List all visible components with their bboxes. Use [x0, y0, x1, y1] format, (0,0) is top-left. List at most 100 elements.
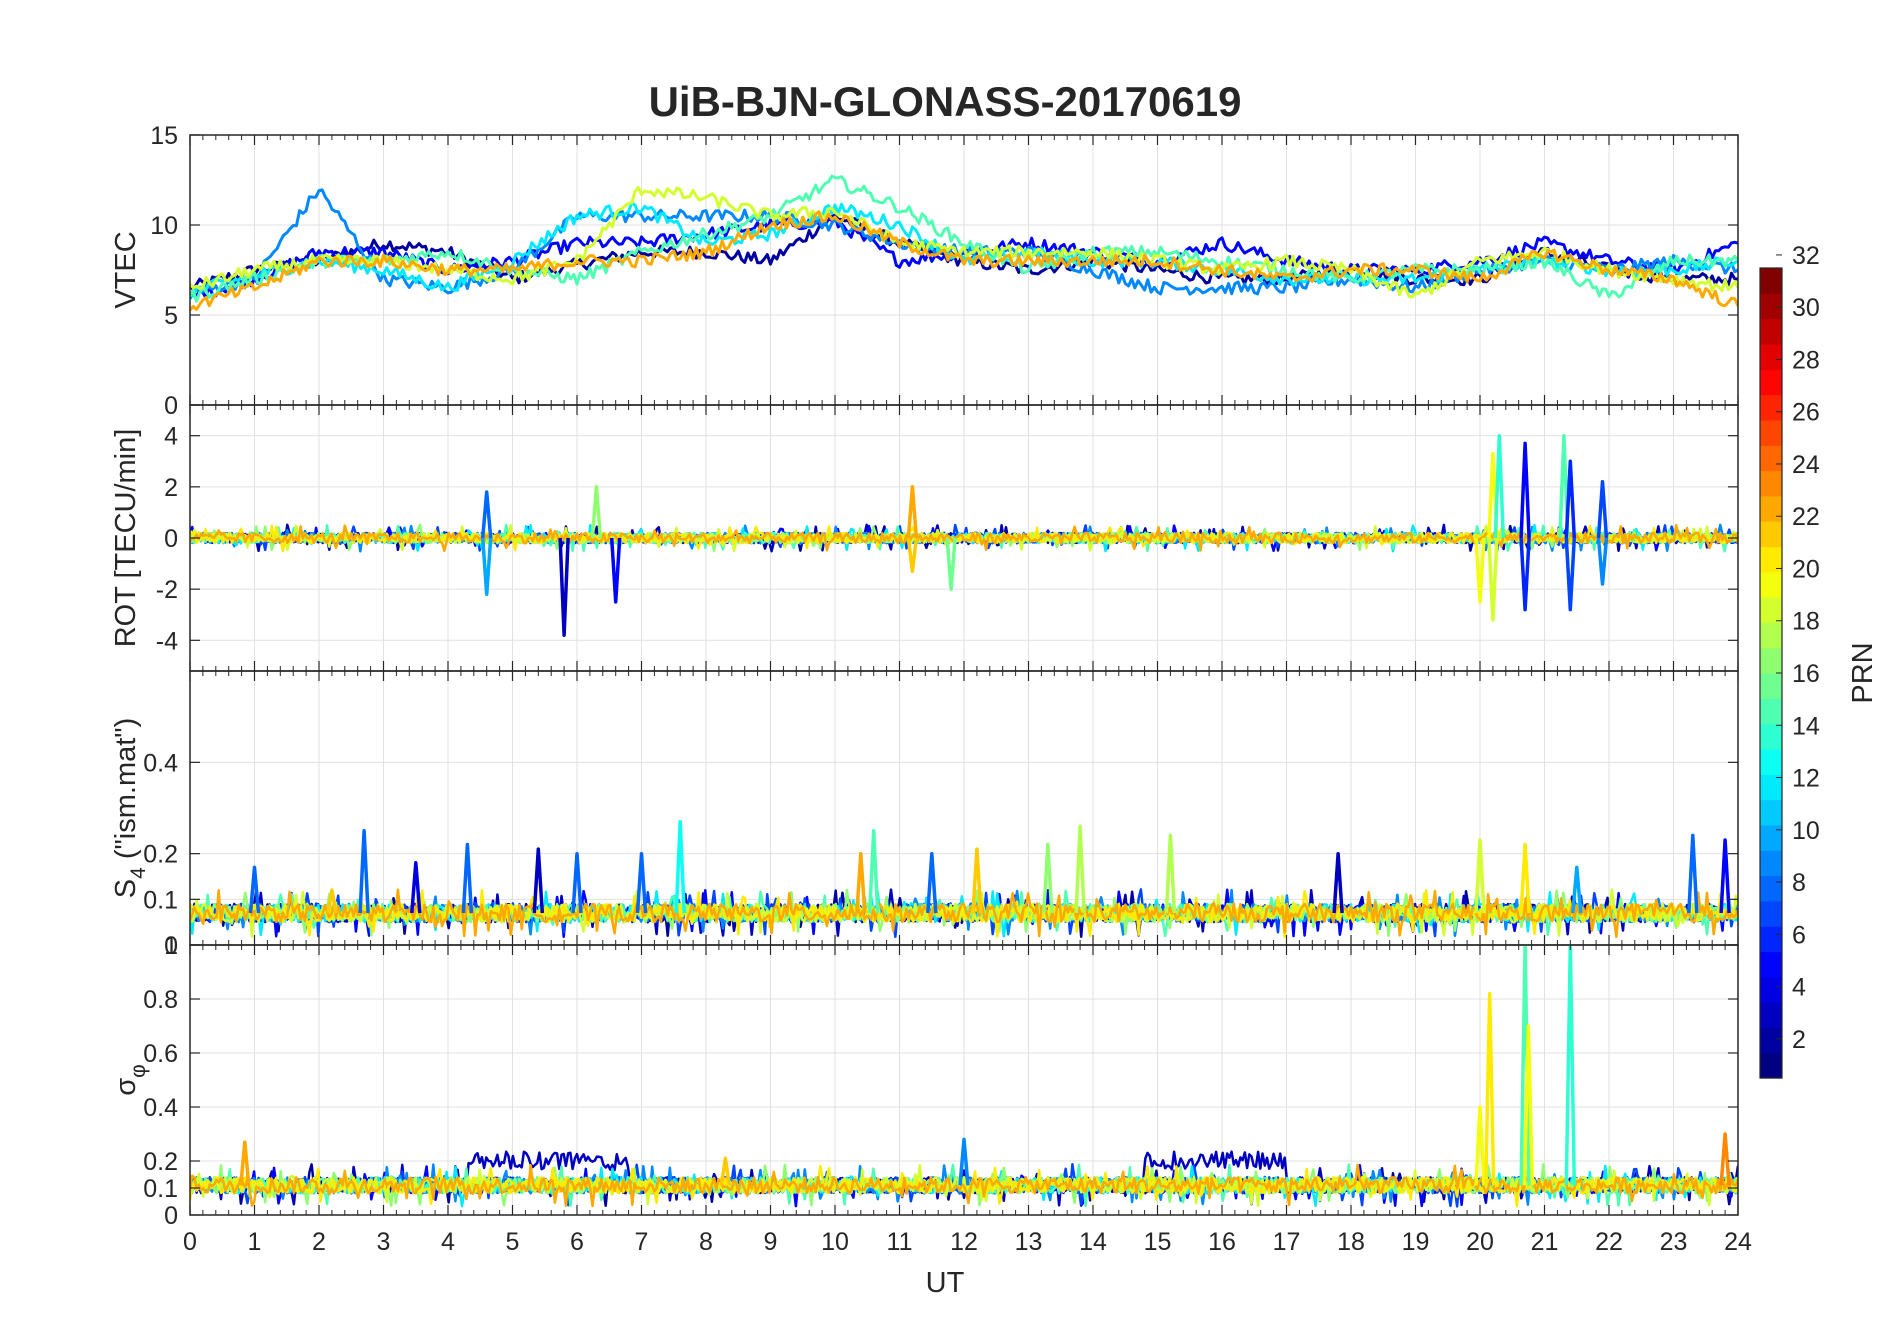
colorbar-swatch [1760, 546, 1782, 573]
x-tick-label: 16 [1208, 1228, 1236, 1256]
sigma-trace-prn-23 [190, 1163, 1738, 1208]
s4-y-tick-label: 0 [164, 932, 178, 960]
x-tick-label: 7 [635, 1228, 649, 1256]
colorbar-swatch [1760, 824, 1782, 851]
x-tick-label: 15 [1144, 1228, 1172, 1256]
x-tick-label: 8 [699, 1228, 713, 1256]
vtec-series-prn-23 [190, 210, 1738, 312]
rot-spike-15 [1564, 459, 1577, 539]
colorbar-swatch [1760, 521, 1782, 548]
sigma-y-tick-label: 1 [164, 932, 178, 960]
colorbar-swatch [1760, 976, 1782, 1003]
vtec-y-tick-label: 0 [164, 392, 178, 420]
s4-y-tick-label: 0.1 [143, 886, 178, 914]
s4-spike-3 [410, 861, 422, 914]
colorbar-tick-label: 14 [1792, 712, 1820, 740]
colorbar-tick-label: 16 [1792, 660, 1820, 688]
colorbar-swatch [1760, 1002, 1782, 1028]
sigma-spike-2 [958, 1137, 970, 1186]
colorbar-swatch [1760, 774, 1782, 801]
colorbar-swatch [1760, 419, 1782, 446]
colorbar-tick-label: 20 [1792, 555, 1820, 583]
colorbar-tick-label: 2 [1792, 1026, 1806, 1054]
x-tick-label: 6 [570, 1228, 584, 1256]
x-tick-label: 19 [1402, 1228, 1430, 1256]
x-tick-label: 17 [1273, 1228, 1301, 1256]
x-tick-label: 13 [1015, 1228, 1043, 1256]
sigma-y-axis-label: σφ [110, 1064, 150, 1096]
s4-spike-9 [855, 851, 867, 914]
x-tick-label: 2 [312, 1228, 326, 1256]
data-vtec [190, 174, 1738, 312]
x-tick-label: 20 [1466, 1228, 1494, 1256]
s4-spike-10 [867, 829, 880, 914]
x-tick-label: 14 [1079, 1228, 1107, 1256]
vtec-y-axis-label: VTEC [110, 231, 142, 308]
s4-spike-11 [926, 851, 938, 914]
panel-rot: -4 -2 0 2 4 ROT [TECU/min] [110, 404, 1739, 672]
x-tick-labels: 0 1 2 3 4 5 6 7 8 9 10 11 12 13 14 15 16 17 18 19 20 21 22 23 24 [183, 1228, 1752, 1256]
x-tick-label: 22 [1595, 1228, 1623, 1256]
rot-spike-17 [1596, 479, 1609, 539]
colorbar-swatch [1760, 748, 1782, 775]
colorbar-swatch [1760, 394, 1782, 421]
rot-spike-6 [906, 537, 919, 574]
rot-spike-12 [1519, 441, 1531, 539]
x-tick-label: 0 [183, 1228, 197, 1256]
s4-spike-6 [571, 851, 583, 914]
s4-spike-5 [532, 847, 545, 914]
sigma-y-tick-label: 0.4 [143, 1094, 178, 1122]
s4-trace-prn-23 [190, 888, 1738, 939]
s4-spike-8 [674, 819, 686, 914]
data-s4 [190, 819, 1738, 939]
panel-vtec: 0 5 10 15 VTEC [110, 122, 1739, 420]
sigma-y-tick-label: 0 [164, 1202, 178, 1230]
colorbar-swatch [1760, 622, 1782, 649]
s4-spike-14 [1074, 824, 1086, 914]
colorbar-tick-label: 12 [1792, 765, 1820, 793]
s4-spike-13 [1042, 842, 1054, 914]
rot-spike-10 [1493, 433, 1506, 539]
x-tick-label: 24 [1724, 1228, 1752, 1256]
colorbar-swatch [1760, 875, 1782, 902]
rot-spike-13 [1519, 537, 1531, 612]
s4-spike-19 [1571, 865, 1583, 914]
s4-spike-15 [1164, 833, 1177, 914]
colorbar-tick-label: 22 [1792, 503, 1820, 531]
sigma-spike-4 [1483, 991, 1496, 1186]
colorbar-swatch [1760, 495, 1782, 522]
sigma-spike-7 [1564, 945, 1577, 1186]
x-tick-label: 11 [887, 1228, 913, 1256]
ticks-vtec: 0 5 10 15 [150, 122, 1739, 420]
grid-rot [189, 405, 1739, 671]
s4-spike-17 [1474, 838, 1486, 914]
colorbar-tick-label: 18 [1792, 608, 1820, 636]
x-tick-label: 10 [821, 1228, 849, 1256]
colorbar-swatch [1760, 799, 1782, 826]
x-tick-label: 5 [506, 1228, 520, 1256]
x-tick-label: 9 [764, 1228, 778, 1256]
sigma-spike-1 [719, 1156, 732, 1186]
chart-title: UiB-BJN-GLONASS-20170619 [649, 78, 1242, 125]
sigma-spike-3 [1474, 1105, 1486, 1186]
s4-spike-12 [971, 847, 983, 914]
colorbar-swatch [1760, 369, 1782, 396]
rot-y-axis-label: ROT [TECU/min] [110, 429, 142, 648]
ticks-sigma: 00.10.20.40.60.81 [143, 932, 1739, 1230]
rot-spike-5 [906, 485, 919, 539]
rot-y-tick-label: -4 [156, 627, 178, 655]
sigma-spike-0 [239, 1140, 251, 1186]
colorbar-tick-label: 6 [1792, 921, 1806, 949]
colorbar-swatch [1760, 268, 1782, 294]
colorbar-swatch [1760, 318, 1782, 345]
colorbar-swatch [1760, 850, 1782, 877]
x-tick-label: 1 [248, 1228, 262, 1256]
s4-y-axis-label: S4 ("ism.mat") [110, 718, 150, 899]
rot-y-tick-label: 2 [164, 474, 178, 502]
ticks-s4: 0 0.1 0.2 0.4 [143, 671, 1739, 960]
x-tick-label: 12 [950, 1228, 978, 1256]
